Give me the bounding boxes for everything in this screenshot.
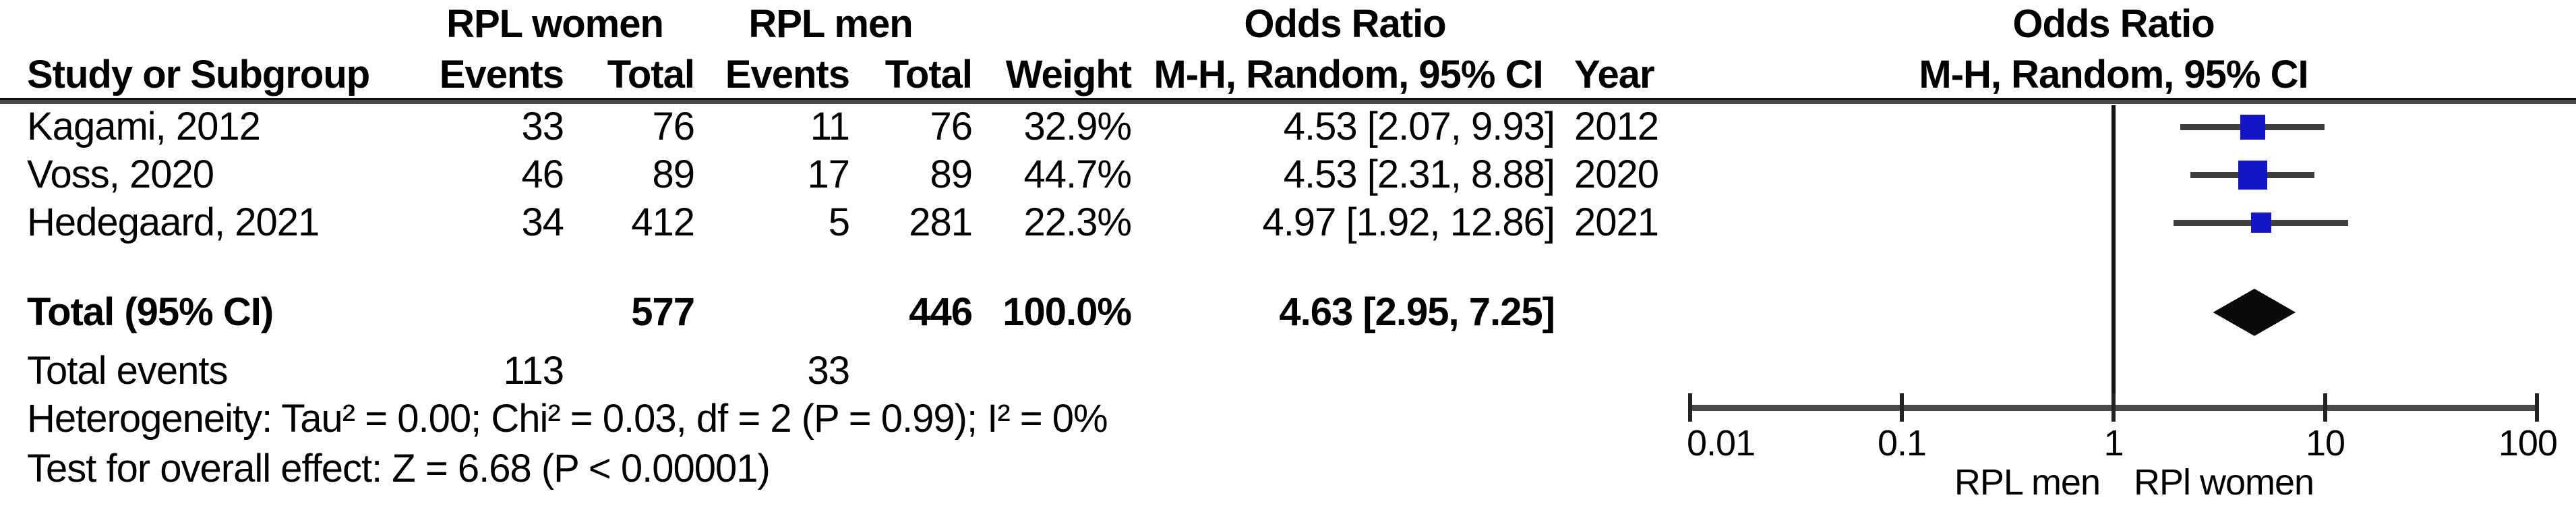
weight-value: 44.7% (1023, 152, 1132, 196)
col-header-weight: Weight (1005, 53, 1132, 96)
axis-tick (2535, 393, 2539, 422)
axis-tick-label: 100 (2498, 423, 2558, 463)
year-value: 2020 (1574, 152, 1659, 196)
events-men-value: 17 (807, 152, 850, 196)
col-header-total-women: Total (607, 53, 695, 96)
total-men-value: 89 (930, 152, 973, 196)
axis-label-right: RPl women (2134, 462, 2314, 503)
plot-header-mh-random: M-H, Random, 95% CI (1919, 53, 2308, 96)
or-ci-value: 4.97 [1.92, 12.86] (1262, 200, 1555, 244)
events-women-value: 46 (521, 152, 564, 196)
events-men-value: 11 (810, 105, 850, 148)
axis-tick-label: 0.01 (1687, 423, 1756, 463)
or-point-square (2238, 160, 2267, 190)
or-ci-value: 4.53 [2.07, 9.93] (1283, 105, 1555, 148)
total-label: Total (95% CI) (27, 290, 274, 334)
events-women-value: 34 (521, 200, 564, 244)
total-women-value: 76 (652, 105, 695, 148)
total-events-label: Total events (27, 349, 229, 393)
events-women-value: 33 (521, 105, 564, 148)
null-effect-line (2111, 105, 2116, 407)
total-men-value: 281 (909, 200, 973, 244)
year-value: 2021 (1574, 200, 1659, 244)
overall-effect-text: Test for overall effect: Z = 6.68 (P < 0… (27, 447, 771, 490)
summary-diamond (2213, 289, 2296, 336)
study-name: Voss, 2020 (27, 152, 214, 196)
or-point-square (2250, 213, 2271, 233)
or-ci-value: 4.53 [2.31, 8.88] (1283, 152, 1555, 196)
axis-tick-label: 10 (2305, 423, 2345, 463)
col-header-total-men: Total (885, 53, 973, 96)
weight-value: 32.9% (1023, 105, 1132, 148)
col-header-year: Year (1574, 53, 1655, 96)
total-women-value: 412 (631, 200, 695, 244)
group-header-rpl-women: RPL women (446, 2, 664, 46)
total-women-sum: 577 (631, 290, 695, 334)
col-header-study: Study or Subgroup (27, 53, 370, 96)
total-weight: 100.0% (1002, 290, 1132, 334)
total-women-value: 89 (652, 152, 695, 196)
odds-ratio-plot-title: Odds Ratio (2012, 2, 2215, 46)
header-divider-rule (0, 98, 2576, 104)
group-header-rpl-men: RPL men (748, 2, 913, 46)
or-point-square (2240, 114, 2265, 140)
total-men-sum: 446 (909, 290, 973, 334)
axis-tick (1688, 393, 1692, 422)
study-name: Hedegaard, 2021 (27, 200, 320, 244)
axis-tick-label: 0.1 (1877, 423, 1927, 463)
col-header-events-men: Events (725, 53, 850, 96)
heterogeneity-text: Heterogeneity: Tau² = 0.00; Chi² = 0.03,… (27, 397, 1108, 441)
axis-label-left: RPL men (1954, 462, 2101, 503)
total-events-men: 33 (807, 349, 850, 393)
total-men-value: 76 (930, 105, 973, 148)
weight-value: 22.3% (1023, 200, 1132, 244)
col-header-events-women: Events (439, 53, 564, 96)
axis-tick (2323, 393, 2327, 422)
odds-ratio-column-title: Odds Ratio (1244, 2, 1446, 46)
events-men-value: 5 (828, 200, 850, 244)
col-header-mh-random: M-H, Random, 95% CI (1154, 53, 1543, 96)
axis-tick (1900, 393, 1904, 422)
year-value: 2012 (1574, 105, 1659, 148)
study-name: Kagami, 2012 (27, 105, 261, 148)
total-events-women: 113 (503, 349, 564, 393)
axis-tick-label: 1 (2103, 423, 2124, 463)
axis-tick (2111, 393, 2116, 422)
total-or-ci: 4.63 [2.95, 7.25] (1279, 290, 1555, 334)
